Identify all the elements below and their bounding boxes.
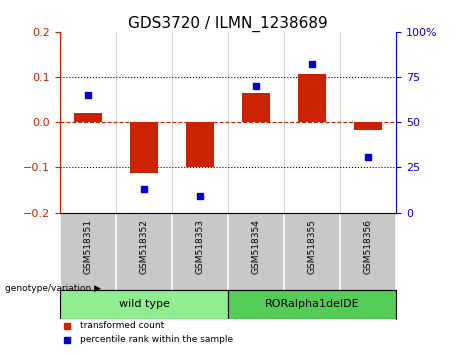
Bar <box>60 290 228 319</box>
Text: genotype/variation ▶: genotype/variation ▶ <box>5 284 100 293</box>
Text: RORalpha1delDE: RORalpha1delDE <box>265 299 360 309</box>
Title: GDS3720 / ILMN_1238689: GDS3720 / ILMN_1238689 <box>128 16 328 32</box>
Text: transformed count: transformed count <box>80 321 165 330</box>
Bar <box>130 122 158 173</box>
Text: GSM518352: GSM518352 <box>140 219 148 274</box>
Bar <box>186 122 214 167</box>
Bar <box>298 74 326 122</box>
Bar <box>242 93 270 122</box>
Text: GSM518356: GSM518356 <box>364 219 373 274</box>
Text: GSM518354: GSM518354 <box>252 219 261 274</box>
Text: GSM518353: GSM518353 <box>195 219 205 274</box>
Bar <box>355 122 383 130</box>
Text: GSM518355: GSM518355 <box>308 219 317 274</box>
Text: GSM518351: GSM518351 <box>83 219 93 274</box>
Text: wild type: wild type <box>118 299 170 309</box>
Bar <box>74 113 102 122</box>
Bar <box>228 290 396 319</box>
Text: percentile rank within the sample: percentile rank within the sample <box>80 335 233 344</box>
